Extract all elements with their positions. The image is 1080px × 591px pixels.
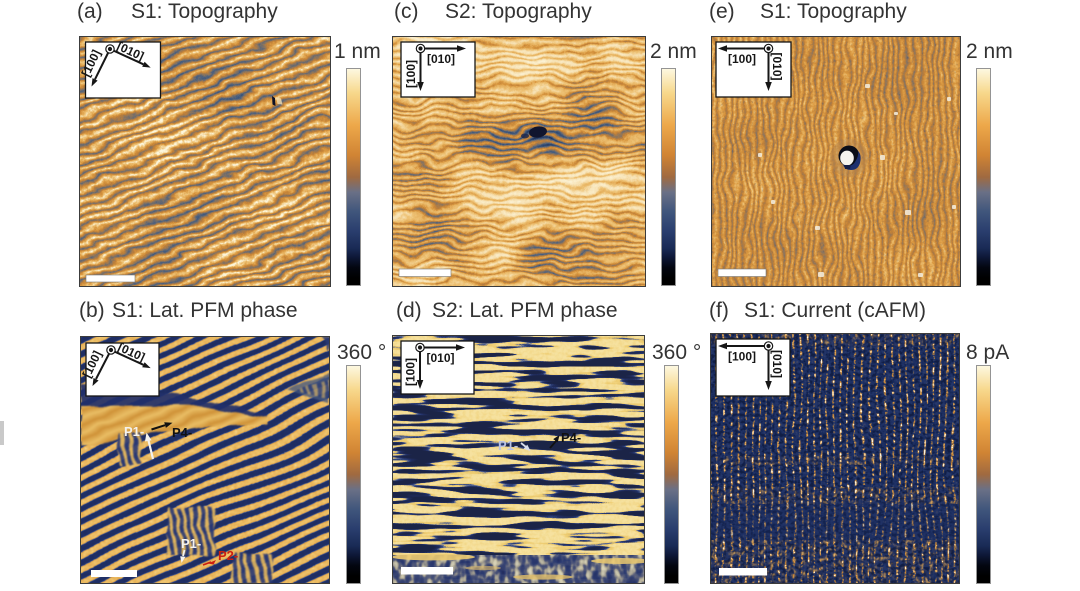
svg-text:[010]: [010] [427,351,455,365]
svg-text:P1-: P1- [498,438,518,453]
svg-text:[100]: [100] [728,350,756,364]
svg-text:P4-: P4- [172,425,192,440]
svg-text:[100]: [100] [404,358,418,386]
svg-text:P1-: P1- [124,424,144,439]
svg-text:[010]: [010] [770,53,784,81]
svg-text:[010]: [010] [770,350,784,378]
svg-text:[010]: [010] [427,52,455,66]
svg-text:P1-: P1- [181,536,201,551]
svg-text:[100]: [100] [404,60,418,88]
svg-text:P2-: P2- [218,548,238,563]
svg-text:P4-: P4- [561,430,581,445]
svg-text:[100]: [100] [728,52,756,66]
